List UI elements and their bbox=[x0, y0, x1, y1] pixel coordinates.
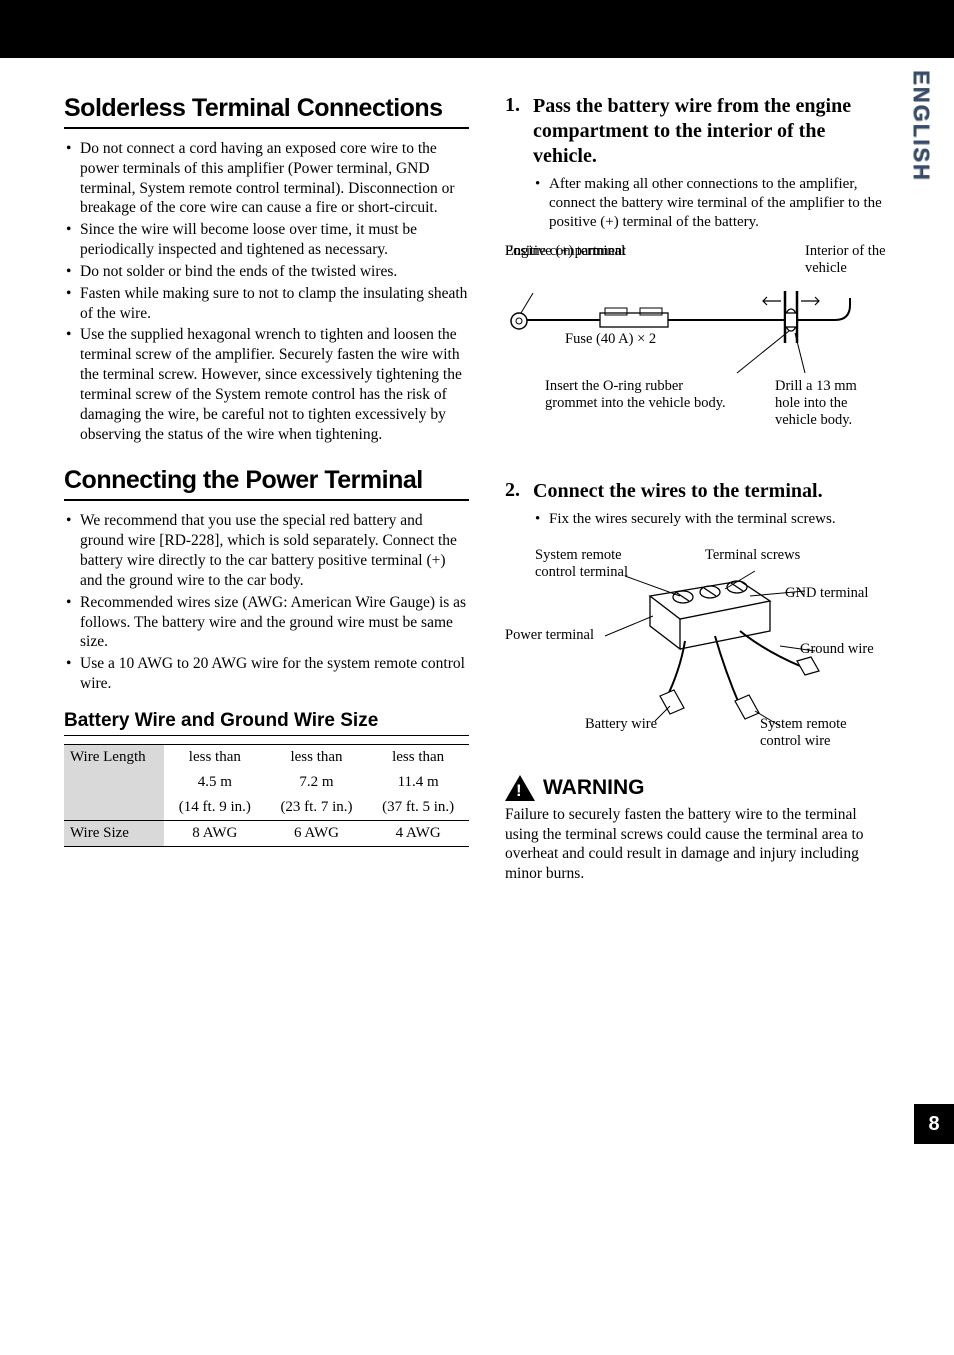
list-item: Use the supplied hexagonal wrench to tig… bbox=[64, 325, 469, 444]
list-item: Fasten while making sure to not to clamp… bbox=[64, 284, 469, 324]
step-title: Pass the battery wire from the engine co… bbox=[533, 94, 890, 169]
left-column: Solderless Terminal Connections Do not c… bbox=[64, 94, 469, 884]
power-terminal-bullets: We recommend that you use the special re… bbox=[64, 511, 469, 693]
table-cell: 7.2 m bbox=[266, 770, 368, 795]
table-row-head: Wire Length bbox=[64, 744, 164, 820]
solderless-bullets: Do not connect a cord having an exposed … bbox=[64, 139, 469, 444]
list-item: Since the wire will become loose over ti… bbox=[64, 220, 469, 260]
label-gnd-terminal: GND terminal bbox=[785, 585, 868, 602]
diagram-terminal-block: System remote control terminal Terminal … bbox=[505, 541, 890, 761]
table-cell: less than bbox=[266, 744, 368, 770]
warning-heading: WARNING bbox=[505, 775, 890, 801]
list-item: Recommended wires size (AWG: American Wi… bbox=[64, 593, 469, 652]
label-battery-wire: Battery wire bbox=[585, 716, 657, 733]
page-number: 8 bbox=[914, 1104, 954, 1144]
table-row-head: Wire Size bbox=[64, 820, 164, 846]
list-item: Fix the wires securely with the terminal… bbox=[533, 510, 890, 529]
table-cell: 4 AWG bbox=[367, 820, 469, 846]
list-item: After making all other connections to th… bbox=[533, 175, 890, 233]
wire-size-heading: Battery Wire and Ground Wire Size bbox=[64, 710, 469, 736]
list-item: Use a 10 AWG to 20 AWG wire for the syst… bbox=[64, 654, 469, 694]
label-fuse: Fuse (40 A) × 2 bbox=[565, 331, 656, 348]
step-2-sub: Fix the wires securely with the terminal… bbox=[505, 510, 890, 529]
warning-label: WARNING bbox=[543, 776, 645, 800]
header-black-bar bbox=[0, 0, 954, 58]
label-ground-wire: Ground wire bbox=[800, 641, 874, 658]
section-title-solderless: Solderless Terminal Connections bbox=[64, 94, 469, 129]
step-1: 1. Pass the battery wire from the engine… bbox=[505, 94, 890, 169]
table-cell: (14 ft. 9 in.) bbox=[164, 795, 266, 821]
list-item: We recommend that you use the special re… bbox=[64, 511, 469, 590]
table-cell: (23 ft. 7 in.) bbox=[266, 795, 368, 821]
list-item: Do not connect a cord having an exposed … bbox=[64, 139, 469, 218]
wire-size-table: Wire Length less than less than less tha… bbox=[64, 744, 469, 847]
right-column: 1. Pass the battery wire from the engine… bbox=[505, 94, 890, 884]
table-cell: 4.5 m bbox=[164, 770, 266, 795]
step-number: 2. bbox=[505, 479, 533, 504]
table-cell: 8 AWG bbox=[164, 820, 266, 846]
language-tab: ENGLISH bbox=[908, 70, 934, 182]
label-engine-compartment: Engine compartment bbox=[505, 243, 626, 260]
label-sys-remote-wire: System remote control wire bbox=[760, 716, 880, 751]
label-drill: Drill a 13 mm hole into the vehicle body… bbox=[775, 378, 885, 430]
list-item: Do not solder or bind the ends of the tw… bbox=[64, 262, 469, 282]
table-cell: (37 ft. 5 in.) bbox=[367, 795, 469, 821]
step-title: Connect the wires to the terminal. bbox=[533, 479, 823, 504]
label-interior: Interior of the vehicle bbox=[805, 243, 890, 278]
label-sys-remote-term: System remote control terminal bbox=[535, 547, 655, 582]
label-terminal-screws: Terminal screws bbox=[705, 547, 800, 564]
step-1-sub: After making all other connections to th… bbox=[505, 175, 890, 233]
table-cell: 11.4 m bbox=[367, 770, 469, 795]
label-grommet: Insert the O-ring rubber grommet into th… bbox=[545, 378, 735, 413]
step-2: 2. Connect the wires to the terminal. bbox=[505, 479, 890, 504]
warning-text: Failure to securely fasten the battery w… bbox=[505, 805, 890, 884]
warning-triangle-icon bbox=[505, 775, 535, 801]
label-power-terminal: Power terminal bbox=[505, 627, 594, 644]
step-number: 1. bbox=[505, 94, 533, 169]
diagram-battery-routing: Positive (+) terminal Engine compartment… bbox=[505, 243, 890, 473]
table-cell: less than bbox=[367, 744, 469, 770]
section-title-power-terminal: Connecting the Power Terminal bbox=[64, 466, 469, 501]
table-cell: less than bbox=[164, 744, 266, 770]
table-cell: 6 AWG bbox=[266, 820, 368, 846]
content: Solderless Terminal Connections Do not c… bbox=[0, 94, 954, 884]
